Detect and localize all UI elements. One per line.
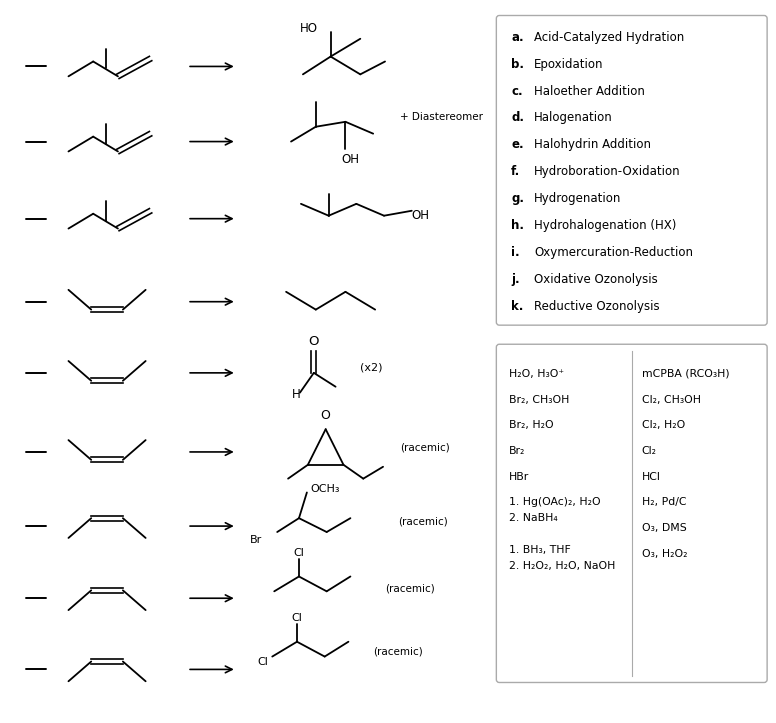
Text: OCH₃: OCH₃ [311,484,341,494]
Text: Cl₂: Cl₂ [642,446,656,456]
Text: Cl₂, H₂O: Cl₂, H₂O [642,420,685,430]
Text: g.: g. [511,192,524,205]
Text: d.: d. [511,111,524,124]
Text: (racemic): (racemic) [400,442,449,452]
Text: Oxidative Ozonolysis: Oxidative Ozonolysis [534,273,658,286]
Text: O: O [320,409,331,422]
Text: HBr: HBr [509,471,529,482]
Text: j.: j. [511,273,520,286]
Text: Oxymercuration-Reduction: Oxymercuration-Reduction [534,246,693,259]
Text: Cl₂, CH₃OH: Cl₂, CH₃OH [642,395,701,405]
Text: Br: Br [250,535,262,545]
Text: Acid-Catalyzed Hydration: Acid-Catalyzed Hydration [534,31,684,44]
Text: H₂, Pd/C: H₂, Pd/C [642,497,686,508]
Text: h.: h. [511,219,524,232]
Text: f.: f. [511,165,521,178]
Text: Reductive Ozonolysis: Reductive Ozonolysis [534,299,660,312]
Text: i.: i. [511,246,520,259]
Text: 1. BH₃, THF: 1. BH₃, THF [509,545,571,555]
Text: + Diastereomer: + Diastereomer [400,112,483,122]
Text: (x2): (x2) [360,363,383,373]
Text: 2. H₂O₂, H₂O, NaOH: 2. H₂O₂, H₂O, NaOH [509,561,615,570]
Text: Epoxidation: Epoxidation [534,58,604,71]
Text: H₂O, H₃O⁺: H₂O, H₃O⁺ [509,369,564,379]
Text: Halohydrin Addition: Halohydrin Addition [534,138,651,151]
Text: 2. NaBH₄: 2. NaBH₄ [509,513,558,523]
Text: e.: e. [511,138,524,151]
Text: Cl: Cl [258,656,268,667]
Text: Br₂: Br₂ [509,446,525,456]
Text: O: O [308,335,318,348]
Text: (racemic): (racemic) [373,646,423,656]
Text: Hydrogenation: Hydrogenation [534,192,622,205]
Text: OH: OH [412,209,430,222]
Text: c.: c. [511,85,523,98]
Text: k.: k. [511,299,524,312]
Text: HCl: HCl [642,471,660,482]
Text: Hydrohalogenation (HX): Hydrohalogenation (HX) [534,219,677,232]
Text: Br₂, H₂O: Br₂, H₂O [509,420,554,430]
Text: b.: b. [511,58,524,71]
FancyBboxPatch shape [497,344,767,683]
Text: H: H [292,388,301,401]
Text: Cl: Cl [291,613,302,623]
Text: O₃, H₂O₂: O₃, H₂O₂ [642,549,687,559]
Text: a.: a. [511,31,524,44]
Text: Hydroboration-Oxidation: Hydroboration-Oxidation [534,165,681,178]
Text: O₃, DMS: O₃, DMS [642,523,687,533]
Text: Haloether Addition: Haloether Addition [534,85,645,98]
Text: 1. Hg(OAc)₂, H₂O: 1. Hg(OAc)₂, H₂O [509,497,601,508]
Text: (racemic): (racemic) [385,583,435,594]
FancyBboxPatch shape [497,15,767,325]
Text: mCPBA (RCO₃H): mCPBA (RCO₃H) [642,369,729,379]
Text: Br₂, CH₃OH: Br₂, CH₃OH [509,395,570,405]
Text: Cl: Cl [293,548,304,557]
Text: HO: HO [300,22,318,35]
Text: OH: OH [341,153,359,166]
Text: Halogenation: Halogenation [534,111,613,124]
Text: (racemic): (racemic) [398,516,448,526]
